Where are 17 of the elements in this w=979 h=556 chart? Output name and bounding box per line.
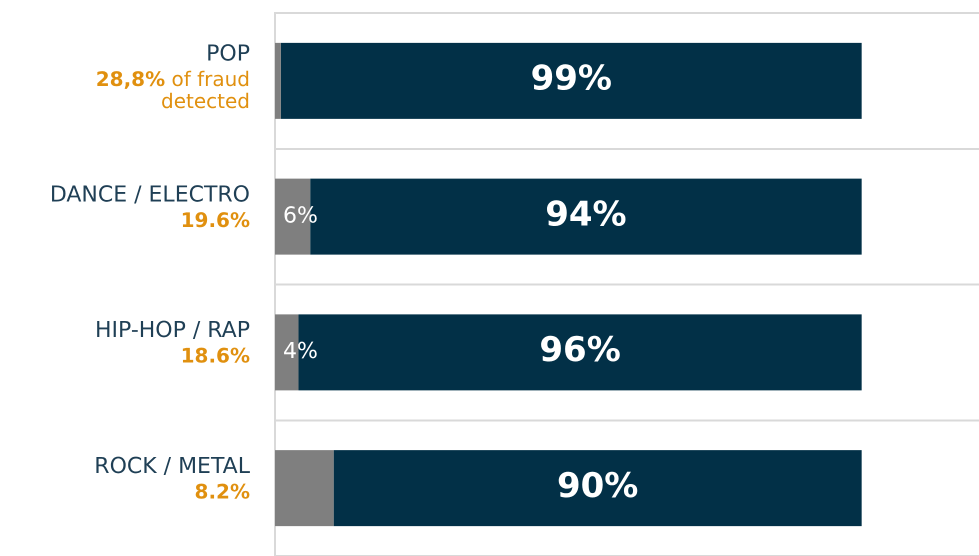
y-tick-label: ROCK / METAL — [94, 454, 251, 479]
bar — [280, 42, 862, 119]
y-tick-label: HIP-HOP / RAP — [95, 318, 250, 344]
text: 19.6% — [180, 208, 250, 232]
bar — [334, 450, 862, 526]
data-label: 4% — [283, 339, 318, 364]
data-label: 96% — [539, 330, 621, 370]
data-label: 99% — [530, 58, 612, 99]
text: 18.6% — [180, 344, 250, 368]
bar — [275, 42, 281, 119]
y-tick-label: DANCE / ELECTRO — [50, 182, 250, 208]
data-label: 90% — [556, 466, 638, 506]
y-tick-label: POP — [206, 42, 250, 67]
text: 8.2% — [194, 479, 250, 504]
bar — [275, 450, 334, 526]
text: 28,8% of fraud detected — [96, 67, 250, 114]
data-label: 94% — [545, 194, 627, 234]
